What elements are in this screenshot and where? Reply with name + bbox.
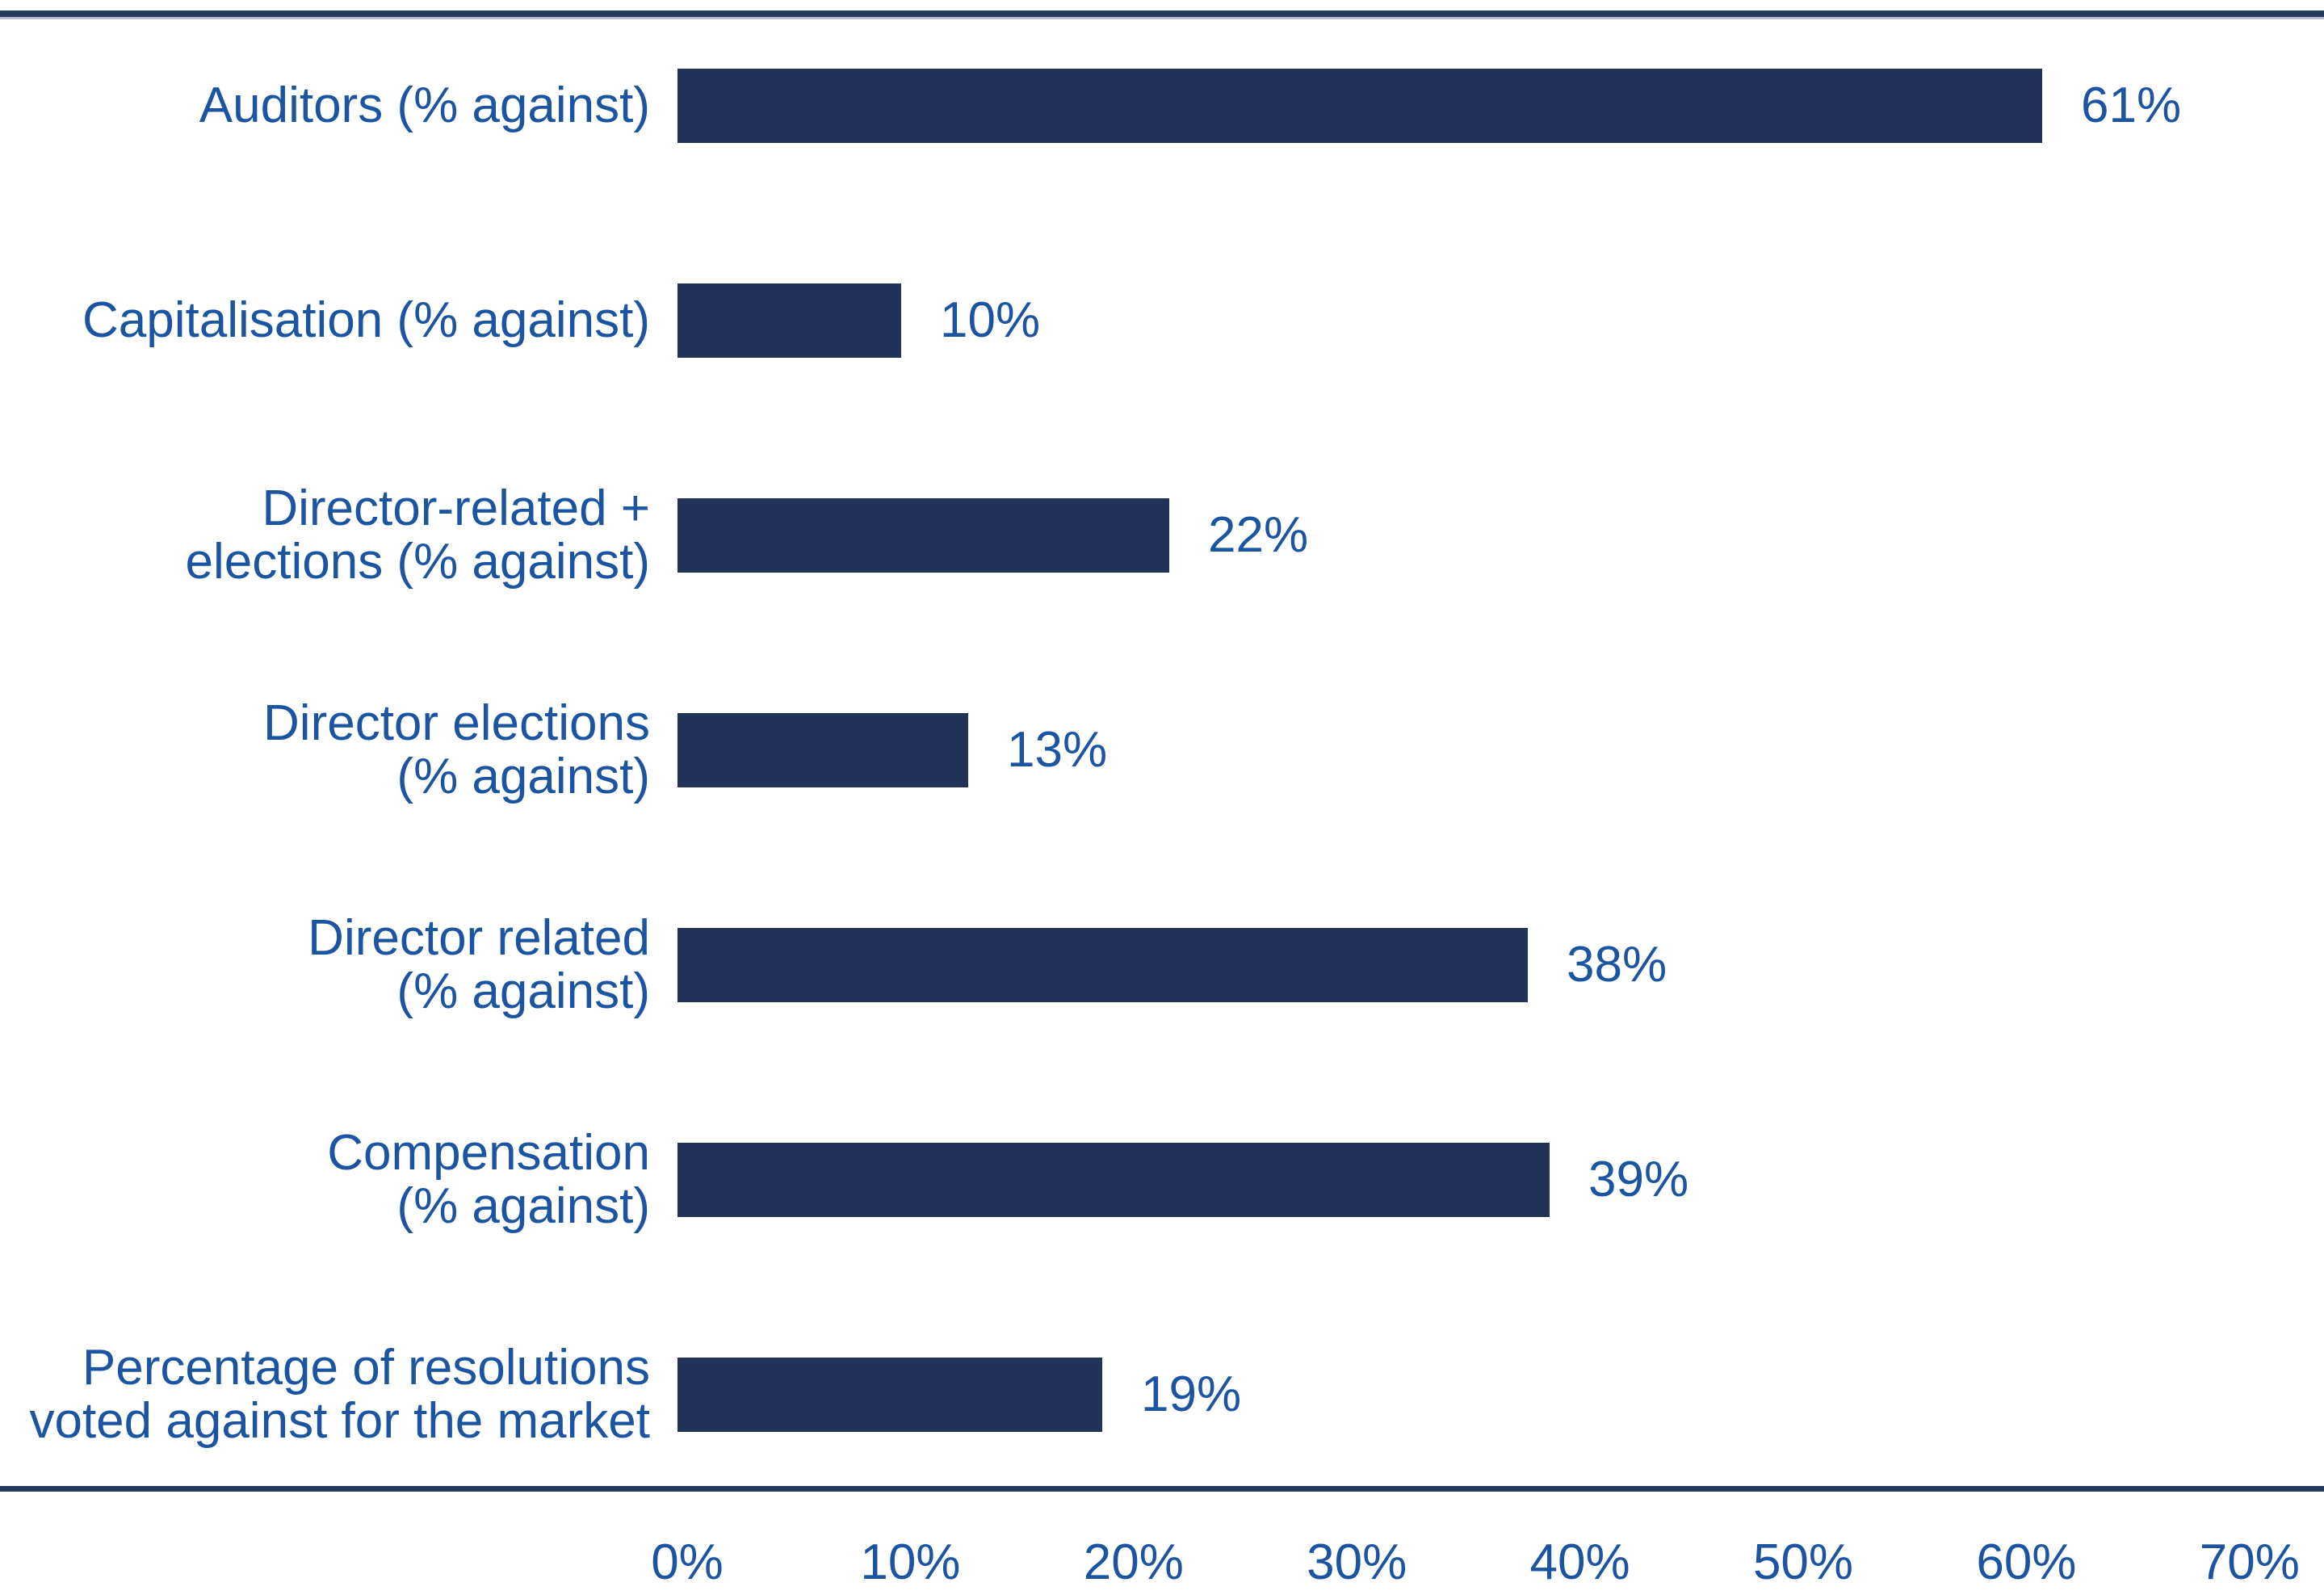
category-label: Percentage of resolutions voted against … bbox=[29, 1340, 650, 1449]
category-label: Director-related + elections (% against) bbox=[185, 481, 651, 590]
x-tick-label: 40% bbox=[1529, 1534, 1630, 1590]
category-label: Director elections (% against) bbox=[263, 695, 650, 804]
bar bbox=[677, 928, 1528, 1002]
x-axis-line bbox=[0, 1486, 2324, 1492]
value-label: 61% bbox=[2081, 78, 2182, 133]
x-tick-label: 20% bbox=[1083, 1534, 1184, 1590]
x-tick-label: 10% bbox=[860, 1534, 961, 1590]
value-label: 38% bbox=[1567, 937, 1667, 993]
bar-row: Capitalisation (% against) 10% bbox=[0, 213, 2324, 428]
bar bbox=[677, 1143, 1550, 1217]
x-tick-label: 30% bbox=[1307, 1534, 1407, 1590]
bar-row: Director-related + elections (% against)… bbox=[0, 428, 2324, 643]
value-label: 39% bbox=[1588, 1152, 1689, 1207]
top-divider-rule bbox=[0, 10, 2324, 17]
bar bbox=[677, 498, 1169, 573]
value-label: 19% bbox=[1141, 1366, 1242, 1422]
value-label: 13% bbox=[1007, 722, 1108, 778]
category-label: Director related (% against) bbox=[308, 910, 650, 1019]
bar-row: Director related (% against) 38% bbox=[0, 858, 2324, 1072]
bar bbox=[677, 69, 2042, 143]
category-label: Auditors (% against) bbox=[199, 78, 650, 133]
bar bbox=[677, 713, 968, 787]
bar-row: Auditors (% against) 61% bbox=[0, 0, 2324, 213]
bar-row: Compensation (% against) 39% bbox=[0, 1072, 2324, 1287]
category-label: Capitalisation (% against) bbox=[82, 292, 650, 348]
value-label: 10% bbox=[940, 292, 1041, 348]
x-tick-label: 50% bbox=[1752, 1534, 1854, 1590]
top-divider-shadow bbox=[0, 17, 2324, 19]
category-label: Compensation (% against) bbox=[327, 1125, 650, 1234]
x-tick-label: 0% bbox=[651, 1534, 724, 1590]
x-tick-label: 70% bbox=[2199, 1534, 2300, 1590]
bar bbox=[677, 1358, 1102, 1432]
x-tick-label: 60% bbox=[1976, 1534, 2077, 1590]
bar bbox=[677, 283, 901, 358]
bar-row: Percentage of resolutions voted against … bbox=[0, 1287, 2324, 1502]
bar-row: Director elections (% against) 13% bbox=[0, 643, 2324, 858]
value-label: 22% bbox=[1208, 507, 1309, 563]
